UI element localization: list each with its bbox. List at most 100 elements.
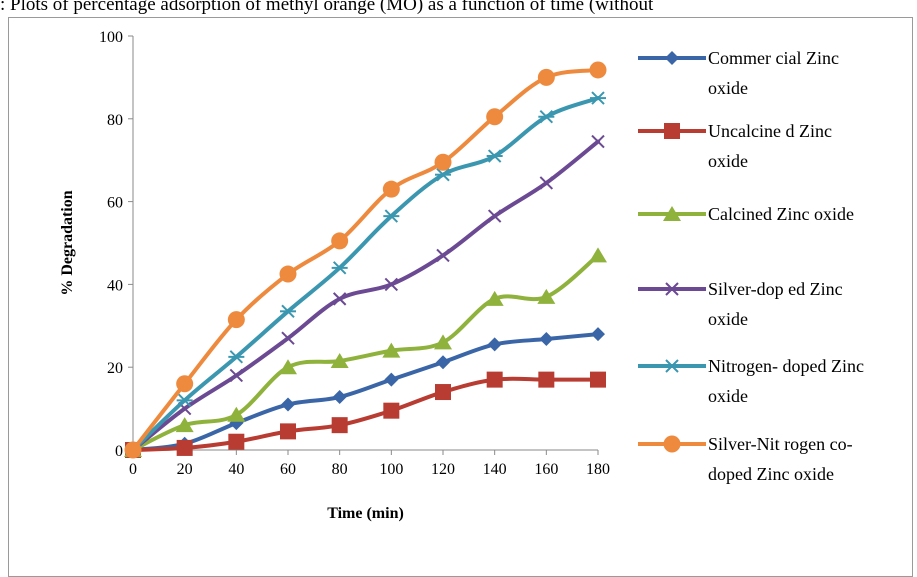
data-point-marker [591, 134, 605, 149]
legend-swatch-marker [664, 123, 680, 139]
legend-swatch-marker [665, 282, 679, 296]
data-point-marker [436, 248, 450, 263]
legend-label: oxide [708, 151, 748, 171]
legend-label: Commer cial Zinc [708, 48, 839, 68]
data-point-marker [539, 176, 554, 190]
legend-item-1: Commer cial Zinc oxide [638, 48, 839, 98]
data-point-marker [382, 180, 400, 198]
series-6 [124, 61, 607, 459]
data-point-marker [537, 68, 555, 86]
data-point-marker [590, 371, 606, 388]
data-point-marker [124, 441, 142, 459]
series-3 [124, 247, 607, 457]
data-point-marker [590, 91, 606, 105]
data-point-marker [591, 327, 605, 342]
y-tick-label: 80 [107, 112, 123, 129]
data-point-marker [486, 371, 503, 388]
data-point-marker [228, 350, 245, 364]
legend-label: doped Zinc oxide [708, 464, 834, 484]
legend-item-3: Calcined Zinc oxide [638, 204, 854, 224]
legend-item-5: Nitrogen- doped Zinc oxide [638, 356, 864, 406]
data-point-marker [435, 167, 451, 182]
x-tick-label: 40 [228, 461, 244, 478]
legend-item-2: Uncalcine d Zinc oxide [638, 121, 832, 171]
data-point-marker [436, 355, 450, 370]
series-layer [124, 61, 607, 459]
data-point-marker [384, 277, 399, 292]
x-tick-label: 160 [534, 461, 558, 478]
y-tick-label: 0 [115, 443, 123, 460]
data-point-marker [331, 232, 349, 250]
data-point-marker [176, 393, 193, 408]
data-point-marker [332, 292, 347, 306]
x-tick-label: 120 [431, 461, 455, 478]
figure-caption: : Plots of percentage adsorption of meth… [0, 0, 654, 15]
series-line [131, 139, 600, 452]
series-line [131, 332, 600, 452]
data-point-marker [227, 406, 246, 422]
legend-item-6: Silver-Nit rogen co-doped Zinc oxide [638, 434, 853, 484]
data-point-marker [227, 311, 245, 329]
y-tick-label: 100 [99, 29, 123, 46]
data-point-marker [280, 423, 296, 440]
data-point-marker [382, 342, 401, 358]
series-line [131, 67, 600, 452]
legend-label: Calcined Zinc oxide [708, 204, 854, 224]
series-line [131, 376, 600, 452]
data-point-marker [279, 359, 297, 375]
data-point-marker [229, 368, 244, 383]
data-point-marker [175, 417, 194, 433]
y-tick-label: 60 [107, 195, 123, 212]
x-tick-label: 60 [280, 461, 296, 478]
data-point-marker [487, 209, 502, 223]
data-point-marker [330, 352, 349, 368]
data-point-marker [435, 384, 451, 401]
series-line [131, 96, 600, 452]
line-chart: 0 20 40 60 80 100 0 20 40 60 80 100 120 140 160 180 Com… [59, 29, 864, 522]
legend-label: Silver-Nit rogen co- [708, 434, 853, 454]
y-axis-title: % Degradation [59, 190, 76, 295]
legend-item-4: Silver-dop ed Zinc oxide [638, 279, 843, 329]
legend-label: oxide [708, 78, 748, 98]
data-point-marker [485, 290, 504, 306]
data-point-marker [383, 209, 400, 223]
data-point-marker [434, 153, 452, 171]
legend-label: oxide [708, 309, 748, 329]
series-2 [125, 371, 606, 458]
legend-swatch-marker [665, 51, 679, 65]
data-point-marker [589, 247, 607, 263]
data-point-marker [281, 331, 295, 345]
data-point-marker [332, 390, 347, 405]
data-point-marker [176, 439, 193, 456]
data-point-marker [486, 108, 504, 126]
data-point-marker [279, 265, 297, 283]
data-point-marker [384, 372, 399, 387]
data-point-marker [281, 397, 295, 412]
legend-label: Nitrogen- doped Zinc [708, 356, 864, 376]
data-point-marker [228, 433, 245, 450]
series-1 [126, 327, 605, 457]
x-tick-label: 80 [332, 461, 348, 478]
x-tick-label: 140 [483, 461, 507, 478]
data-point-marker [537, 288, 556, 304]
data-point-marker [176, 375, 194, 393]
data-point-marker [434, 334, 452, 350]
series-4 [126, 134, 605, 457]
x-tick-label: 20 [177, 461, 193, 478]
x-axis-title: Time (min) [327, 505, 404, 522]
x-tick-label: 0 [129, 461, 137, 478]
data-point-marker [331, 261, 348, 275]
legend-label: Silver-dop ed Zinc [708, 279, 843, 299]
data-point-marker [487, 337, 502, 352]
axes: 0 20 40 60 80 100 0 20 40 60 80 100 120 140 160 180 [99, 29, 610, 478]
legend: Commer cial Zinc oxide Uncalcine d Zinc oxi… [638, 48, 864, 484]
legend-swatch-marker [664, 359, 680, 373]
data-point-marker [383, 402, 400, 419]
y-tick-label: 20 [107, 360, 123, 377]
data-point-marker [331, 417, 348, 434]
legend-swatch-marker [663, 435, 681, 453]
y-tick-label: 40 [107, 277, 123, 294]
data-point-marker [538, 110, 555, 124]
legend-label: oxide [708, 386, 748, 406]
data-point-marker [589, 61, 607, 79]
